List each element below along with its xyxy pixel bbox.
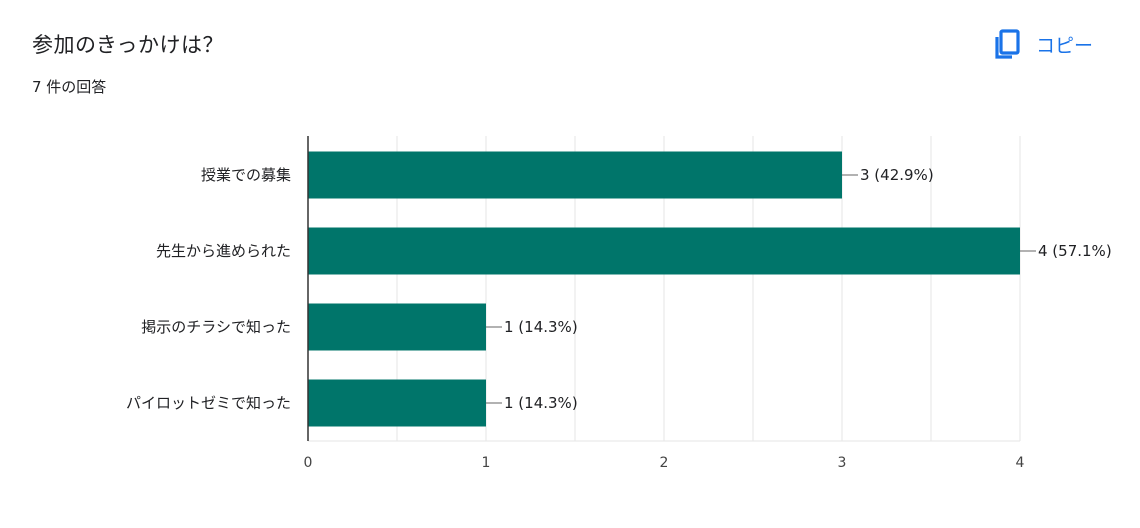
x-tick-label: 3 <box>838 455 847 471</box>
category-label: 掲示のチラシで知った <box>141 318 291 336</box>
data-label: 4 (57.1%) <box>1038 242 1112 260</box>
copy-icon <box>992 28 1024 60</box>
x-tick-label: 0 <box>304 455 313 471</box>
category-label: パイロットゼミで知った <box>126 394 291 412</box>
response-count: 7 件の回答 <box>32 78 107 96</box>
copy-label: コピー <box>1036 34 1094 57</box>
category-label: 授業での募集 <box>201 166 291 184</box>
bar <box>308 303 486 351</box>
copy-button[interactable]: コピー <box>992 26 1093 62</box>
data-label: 1 (14.3%) <box>504 394 578 412</box>
bar <box>308 151 842 199</box>
x-tick-label: 4 <box>1016 455 1025 471</box>
x-tick-label: 2 <box>660 455 669 471</box>
category-label: 先生から進められた <box>156 242 291 260</box>
bar <box>308 227 1020 275</box>
data-label: 3 (42.9%) <box>860 166 934 184</box>
data-label: 1 (14.3%) <box>504 318 578 336</box>
question-title: 参加のきっかけは？ <box>32 33 225 57</box>
x-tick-label: 1 <box>482 455 491 471</box>
bar <box>308 379 486 427</box>
